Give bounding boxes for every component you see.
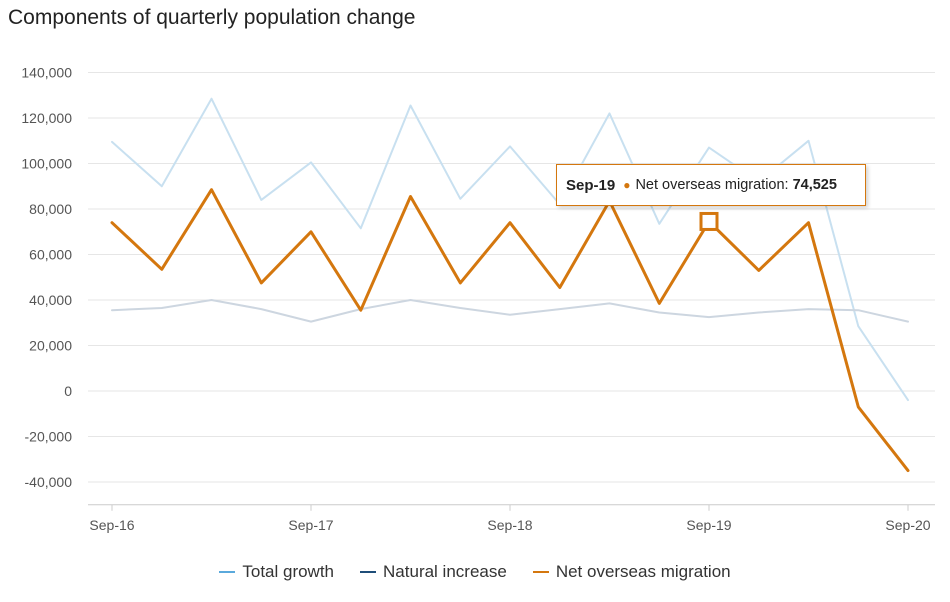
tooltip: Sep-19 ● Net overseas migration: 74,525 xyxy=(556,164,866,206)
y-tick-label: 40,000 xyxy=(29,292,72,308)
series-line-total-growth[interactable] xyxy=(111,97,909,402)
y-tick-label: 100,000 xyxy=(21,156,72,172)
tooltip-category: Sep-19 xyxy=(566,176,616,194)
chart-title: Components of quarterly population chang… xyxy=(8,6,416,29)
legend: Total growth Natural increase Net overse… xyxy=(0,562,950,582)
tooltip-series: Net overseas migration: xyxy=(635,177,789,193)
y-tick-label: -20,000 xyxy=(25,429,73,445)
legend-label-net-overseas-migration: Net overseas migration xyxy=(555,562,731,581)
line-chart: 140,000 120,000 100,000 80,000 60,000 40,000 2… xyxy=(21,65,935,533)
legend-label-natural-increase: Natural increase xyxy=(383,562,507,581)
legend-swatch-total-growth xyxy=(219,571,236,573)
y-tick-label: -40,000 xyxy=(25,474,73,490)
x-tick-label: Sep-17 xyxy=(288,517,333,533)
y-tick-label: 120,000 xyxy=(21,110,72,126)
legend-label-total-growth: Total growth xyxy=(242,562,335,581)
tooltip-dot-icon: ● xyxy=(623,178,631,192)
y-tick-label: 20,000 xyxy=(29,338,72,354)
x-tick-label: Sep-20 xyxy=(885,517,930,533)
legend-item-natural-increase[interactable]: Natural increase xyxy=(360,562,507,582)
series-line-net-overseas-migration[interactable] xyxy=(110,188,910,473)
y-tick-label: 80,000 xyxy=(29,201,72,217)
legend-item-total-growth[interactable]: Total growth xyxy=(219,562,334,582)
x-tick-label: Sep-18 xyxy=(487,517,532,533)
legend-swatch-net-overseas-migration xyxy=(532,571,549,573)
x-tick-label: Sep-16 xyxy=(89,517,134,533)
y-tick-label: 60,000 xyxy=(29,247,72,263)
series-line-natural-increase[interactable] xyxy=(111,299,909,323)
hover-marker[interactable] xyxy=(699,211,719,231)
legend-item-net-overseas-migration[interactable]: Net overseas migration xyxy=(532,562,731,582)
y-tick-label: 0 xyxy=(64,383,72,399)
x-tick-label: Sep-19 xyxy=(686,517,731,533)
legend-swatch-natural-increase xyxy=(360,571,377,573)
y-tick-label: 140,000 xyxy=(21,65,72,81)
tooltip-value: 74,525 xyxy=(792,177,837,193)
